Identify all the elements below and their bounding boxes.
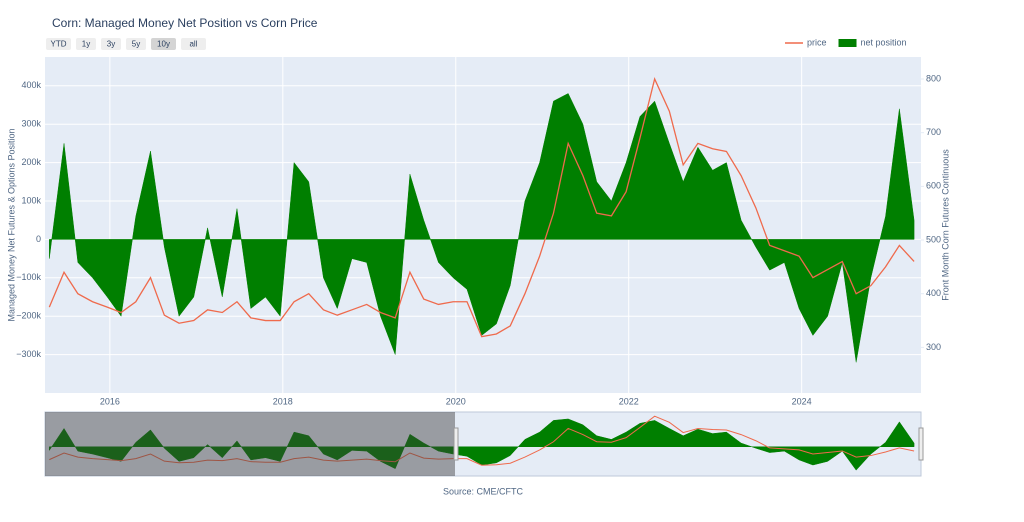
y2-tick-label: 600 <box>926 181 941 191</box>
range-slider-handle[interactable] <box>918 427 924 461</box>
legend-label: net position <box>861 37 907 47</box>
chart-title: Corn: Managed Money Net Position vs Corn… <box>52 16 318 30</box>
range-button-label: 1y <box>82 40 90 49</box>
y-tick-label: −100k <box>16 272 41 282</box>
range-button-label: 10y <box>157 40 170 49</box>
range-button-label: all <box>189 40 197 49</box>
x-tick-label: 2022 <box>619 396 639 406</box>
y2-tick-label: 300 <box>926 342 941 352</box>
net-position-area <box>49 418 915 471</box>
x-tick-label: 2018 <box>273 396 293 406</box>
x-tick-label: 2020 <box>446 396 466 406</box>
range-button-label: 3y <box>107 40 115 49</box>
plot-area <box>45 57 921 393</box>
legend-label: price <box>807 37 827 47</box>
price-line <box>48 77 915 338</box>
x-tick-label: 2024 <box>792 396 812 406</box>
range-button[interactable] <box>126 38 146 50</box>
range-slider-series <box>49 415 915 471</box>
source-note: Source: CME/CFTC <box>443 486 524 496</box>
y2-tick-label: 700 <box>926 127 941 137</box>
range-button[interactable] <box>46 38 71 50</box>
x-tick-label: 2016 <box>100 396 120 406</box>
plot-series <box>48 77 915 363</box>
y2-axis-title: Front Month Corn Futures Continuous <box>940 149 950 301</box>
y-tick-label: 100k <box>21 195 41 205</box>
y-tick-label: 300k <box>21 119 41 129</box>
range-button-label: 5y <box>132 40 140 49</box>
range-button[interactable] <box>151 38 176 50</box>
range-button[interactable] <box>101 38 121 50</box>
y-tick-label: −300k <box>16 349 41 359</box>
net-position-area <box>49 93 915 363</box>
range-button-label: YTD <box>51 40 67 49</box>
range-button[interactable] <box>181 38 206 50</box>
range-slider-handle[interactable] <box>453 427 459 461</box>
y2-tick-label: 500 <box>926 234 941 244</box>
y-tick-label: 0 <box>36 234 41 244</box>
y-axis-title: Managed Money Net Futures & Options Posi… <box>6 128 16 321</box>
range-button[interactable] <box>76 38 96 50</box>
range-slider-mask <box>45 412 455 476</box>
price-line <box>49 415 915 466</box>
legend-swatch <box>838 39 857 47</box>
y-tick-label: 400k <box>21 80 41 90</box>
y2-tick-label: 800 <box>926 73 941 83</box>
y-tick-label: 200k <box>21 157 41 167</box>
y-tick-label: −200k <box>16 311 41 321</box>
y2-tick-label: 400 <box>926 288 941 298</box>
